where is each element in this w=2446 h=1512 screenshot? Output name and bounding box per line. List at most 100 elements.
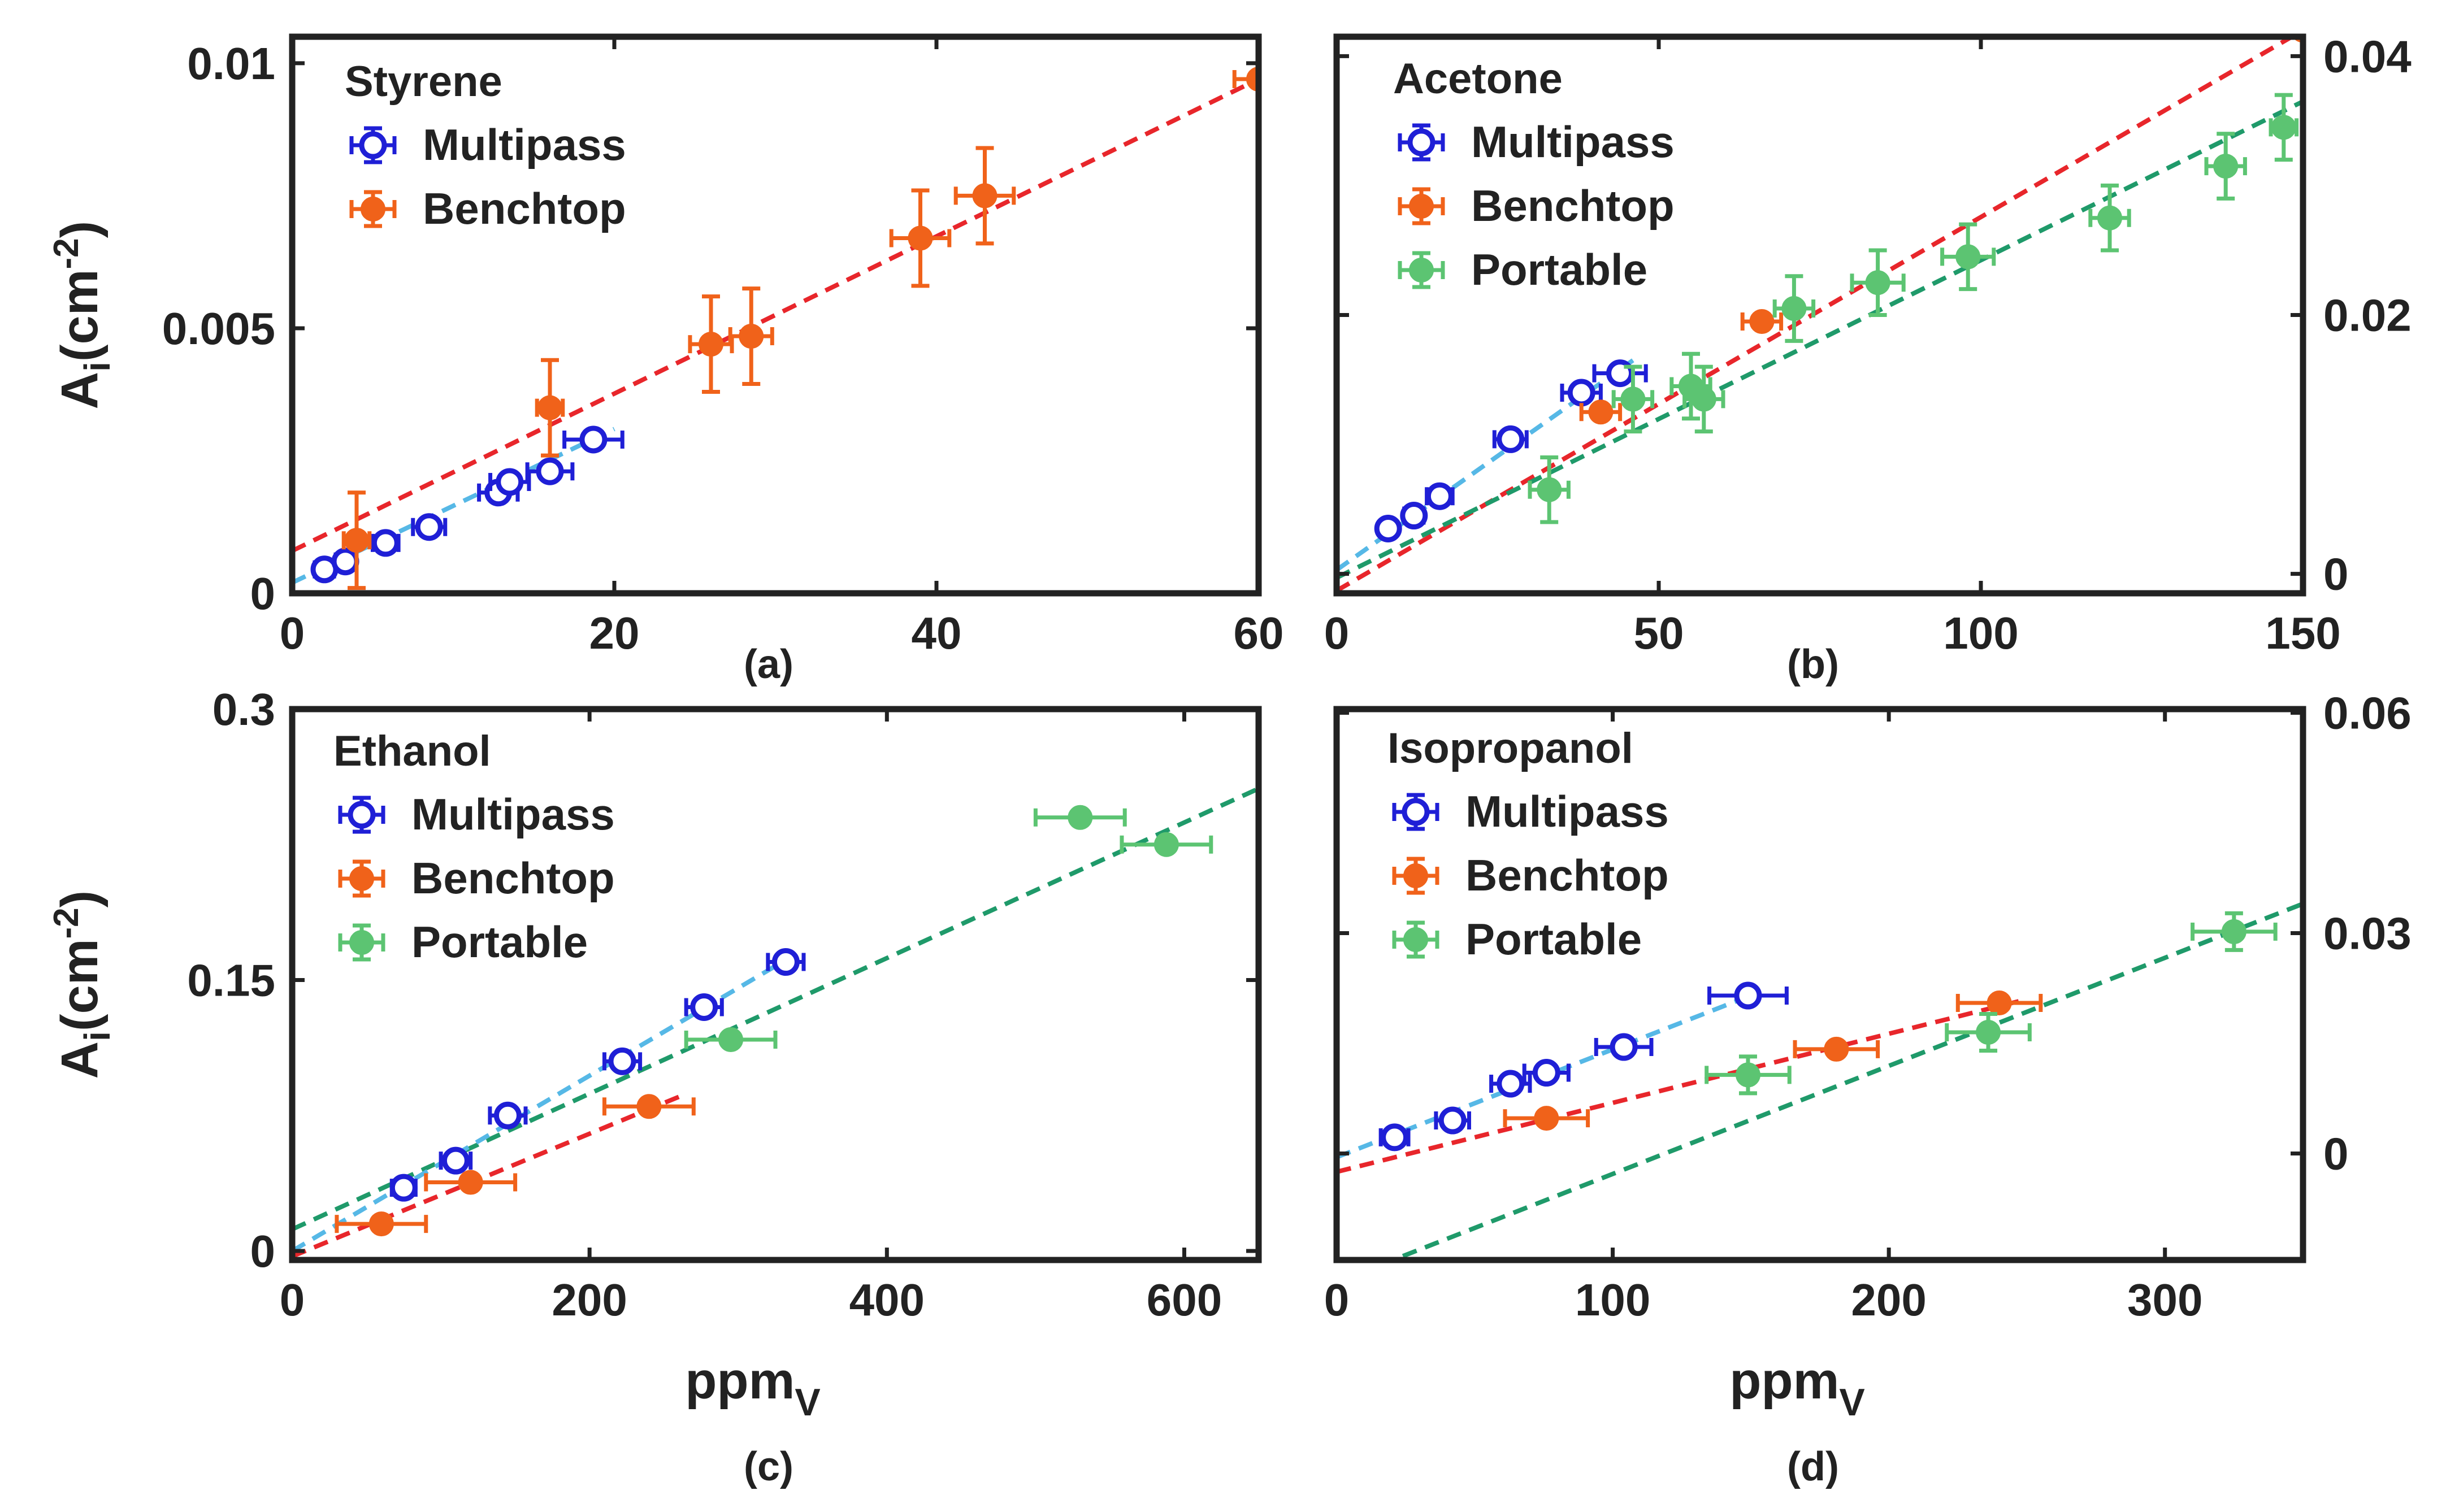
y-axis-label: Ai(cm-2) [47, 890, 118, 1079]
data-point-portable-0-marker [1537, 477, 1562, 502]
legend-label-benchtop: Benchtop [423, 184, 626, 233]
panel-label: (a) [744, 642, 793, 687]
data-point-benchtop-2-marker [1987, 990, 2012, 1015]
y-tick-label: 0 [250, 568, 276, 619]
x-tick-label: 100 [1943, 608, 2018, 658]
legend-title: Ethanol [333, 727, 491, 775]
x-tick-label: 200 [1851, 1275, 1926, 1325]
data-point-portable-6-marker [1955, 244, 1981, 270]
data-point-multipass-4-marker [1610, 1033, 1638, 1061]
legend-title: Styrene [345, 58, 502, 106]
y-axis-label-unit: (cm [51, 939, 109, 1031]
legend-label-portable: Portable [1465, 914, 1642, 964]
data-point-multipass-2-marker [1497, 1070, 1525, 1098]
data-point-multipass-1-marker [1400, 502, 1428, 530]
panel-b: 0 50 100 150 0 0.02 0.04 Acetone Multipass Bencht… [1324, 31, 2412, 687]
y-tick-label: 0 [250, 1226, 276, 1276]
x-tick-label: 60 [1234, 608, 1284, 658]
x-axis-label-main: ppm [1729, 1352, 1839, 1410]
data-point-portable-2-marker [1153, 832, 1179, 857]
data-point-multipass-0-marker [389, 1174, 418, 1202]
legend-marker-portable-marker [1403, 927, 1428, 952]
x-tick-label: 0 [280, 608, 305, 658]
panel-a: 0 20 40 60 0 0.005 0.01 Styrene Multipass Benchto… [47, 33, 1284, 687]
data-point-portable-1-marker [1976, 1020, 2001, 1045]
data-point-portable-2-marker [2221, 919, 2246, 944]
legend-label-benchtop: Benchtop [1471, 181, 1675, 231]
data-point-multipass-6-marker [536, 457, 564, 485]
panel-c: 0 200 400 600 0 0.15 0.3 Ethanol Multipass Bencht… [47, 684, 1262, 1489]
data-point-multipass-0-marker [1381, 1123, 1409, 1152]
y-tick-label: 0.15 [187, 955, 275, 1006]
y-axis-label-sup: -2 [47, 238, 86, 269]
legend-title: Acetone [1393, 55, 1563, 103]
data-point-multipass-3-marker [1497, 425, 1525, 453]
legend-marker-benchtop-marker [349, 866, 374, 891]
data-point-portable-0-marker [718, 1027, 744, 1052]
plot-frame [289, 706, 1262, 1263]
legend-marker-multipass-marker [348, 801, 376, 829]
data-point-benchtop-4-marker [908, 225, 933, 251]
y-tick-label: 0.03 [2323, 909, 2412, 959]
x-axis-label: ppmV [685, 1352, 821, 1424]
legend-label-multipass: Multipass [1471, 117, 1675, 167]
data-point-benchtop-2-marker [636, 1094, 662, 1119]
y-axis-label-main: A [51, 1041, 109, 1079]
y-axis-label-main: A [51, 372, 109, 409]
data-point-multipass-3-marker [1532, 1059, 1560, 1087]
data-point-multipass-1-marker [1438, 1106, 1467, 1135]
panel-label: (c) [744, 1444, 793, 1489]
data-point-portable-9-marker [2271, 115, 2296, 140]
plot-frame [1333, 706, 2306, 1263]
legend-label-multipass: Multipass [411, 789, 615, 839]
y-tick-label: 0 [2323, 549, 2349, 599]
x-axis-label-main: ppm [685, 1352, 795, 1410]
fit-line-benchtop [1337, 37, 2297, 593]
legend-marker-portable-marker [1409, 258, 1434, 283]
x-tick-label: 50 [1634, 608, 1684, 658]
legend-marker-multipass-marker [1407, 128, 1435, 157]
y-axis-label-close: ) [51, 890, 109, 908]
legend-marker-portable-marker [349, 930, 374, 955]
x-tick-label: 100 [1575, 1275, 1650, 1325]
data-point-benchtop-5-marker [972, 183, 998, 208]
plot-data [1337, 37, 2303, 593]
plot-area [1337, 709, 2303, 1260]
data-point-multipass-1-marker [331, 548, 359, 576]
y-tick-label: 0.3 [212, 684, 275, 735]
x-tick-label: 300 [2127, 1275, 2202, 1325]
data-point-multipass-4-marker [1567, 379, 1595, 407]
y-axis-label-close: ) [51, 221, 109, 238]
data-point-multipass-2-marker [371, 529, 400, 557]
x-axis-label-sub: V [795, 1381, 820, 1424]
x-tick-label: 0 [1324, 1275, 1350, 1325]
data-point-portable-0-marker [1735, 1062, 1760, 1088]
y-tick-label: 0.04 [2323, 31, 2412, 81]
legend-label-benchtop: Benchtop [1465, 850, 1669, 900]
x-tick-label: 400 [849, 1275, 925, 1325]
y-axis-label-sup: -2 [47, 907, 86, 939]
y-axis-label: Ai(cm-2) [47, 221, 118, 410]
x-tick-label: 200 [552, 1275, 627, 1325]
x-axis-label-sub: V [1839, 1381, 1864, 1424]
x-tick-label: 40 [912, 608, 962, 658]
plot-data [292, 67, 1259, 590]
data-point-benchtop-3-marker [739, 324, 764, 349]
legend-label-portable: Portable [1471, 245, 1647, 294]
y-axis-label-sub: i [77, 1031, 118, 1041]
y-axis-label-sub: i [77, 362, 118, 372]
plot-area [292, 37, 1259, 593]
data-point-multipass-5-marker [771, 948, 800, 976]
legend-marker-multipass-marker [359, 131, 387, 159]
data-point-portable-1-marker [1620, 386, 1646, 412]
data-point-benchtop-0-marker [1534, 1106, 1559, 1131]
legend-marker-benchtop-marker [361, 197, 385, 221]
data-point-benchtop-1-marker [458, 1170, 483, 1195]
x-tick-label: 0 [280, 1275, 305, 1325]
data-point-portable-3-marker [1691, 386, 1716, 412]
plot-data [1337, 901, 2303, 1260]
data-point-multipass-7-marker [579, 425, 608, 454]
data-point-multipass-1-marker [441, 1146, 470, 1175]
legend-label-multipass: Multipass [423, 120, 626, 170]
